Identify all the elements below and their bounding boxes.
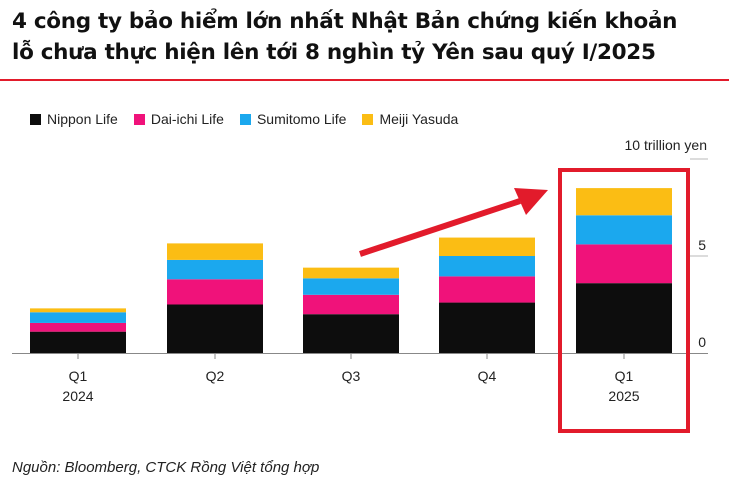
legend-label-nippon-life: Nippon Life (47, 111, 118, 127)
headline-line-1: 4 công ty bảo hiểm lớn nhất Nhật Bản chứ… (12, 9, 678, 34)
legend-item-nippon-life: Nippon Life (30, 111, 118, 127)
headline-line-2: lỗ chưa thực hiện lên tới 8 nghìn tỷ Yên… (12, 40, 656, 65)
legend-item-meiji-yasuda: Meiji Yasuda (362, 111, 458, 127)
x-tick-label: Q1 (69, 368, 88, 384)
y-tick-label: 5 (698, 237, 706, 253)
trend-arrow-head (514, 188, 548, 215)
trend-arrow-shaft (359, 198, 521, 257)
y-tick-label: 0 (698, 334, 706, 350)
x-tick-label: Q2 (206, 368, 225, 384)
legend-item-dai-ichi-life: Dai-ichi Life (133, 111, 224, 127)
bar-segment (30, 331, 126, 353)
legend-label-sumitomo-life: Sumitomo Life (256, 111, 347, 127)
legend-label-meiji-yasuda: Meiji Yasuda (379, 111, 459, 127)
bar-segment (303, 278, 399, 295)
bar-segment (303, 294, 399, 315)
bar-segment (576, 283, 672, 353)
bar-segment (303, 267, 399, 279)
x-tick-label: Q1 (615, 368, 634, 384)
bar-segment (439, 237, 535, 256)
legend-item-sumitomo-life: Sumitomo Life (239, 111, 347, 127)
bar-segment (576, 215, 672, 245)
source-note: Nguồn: Bloomberg, CTCK Rồng Việt tổng hợ… (12, 459, 320, 476)
bar-segment (30, 312, 126, 323)
bar-segment (167, 304, 263, 353)
bar-segment (439, 256, 535, 277)
x-tick-label: Q4 (478, 368, 497, 384)
bar-segment (303, 314, 399, 353)
legend-label-dai-ichi-life: Dai-ichi Life (150, 111, 224, 127)
headline-rule (0, 79, 729, 81)
legend-swatch-dai-ichi-life (133, 113, 145, 125)
headline: 4 công ty bảo hiểm lớn nhất Nhật Bản chứ… (12, 6, 722, 68)
legend-swatch-meiji-yasuda (362, 113, 374, 125)
bar-segment (30, 322, 126, 332)
x-tick-label-year: 2025 (608, 388, 639, 404)
chart-legend: Nippon Life Dai-ichi Life Sumitomo Life … (30, 108, 458, 130)
bar-segment (30, 308, 126, 313)
y-axis-unit-label: 10 trillion yen (624, 137, 708, 153)
legend-swatch-sumitomo-life (239, 113, 251, 125)
bar-segment (576, 188, 672, 216)
bar-segment (439, 276, 535, 303)
bar-segment (167, 259, 263, 280)
bar-segment (167, 279, 263, 305)
legend-swatch-nippon-life (30, 113, 41, 125)
highlight-box (558, 168, 690, 433)
bar-segment (576, 244, 672, 284)
x-tick-label-year: 2024 (62, 388, 93, 404)
bar-segment (439, 302, 535, 353)
x-tick-label: Q3 (342, 368, 361, 384)
bar-segment (167, 243, 263, 260)
